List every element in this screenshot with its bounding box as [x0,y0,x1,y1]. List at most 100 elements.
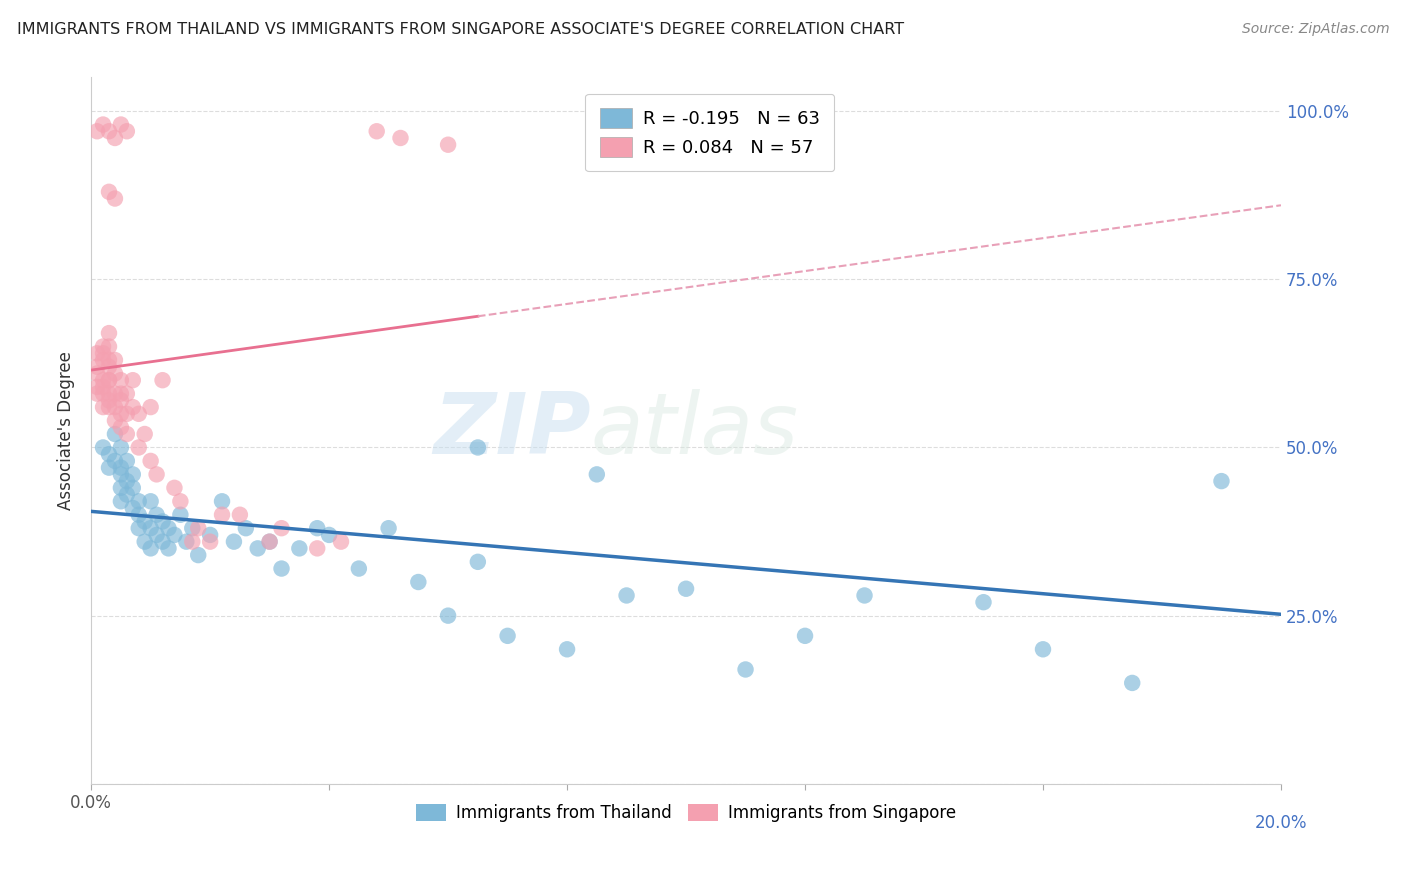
Point [98,373,121,387]
Point [91,340,114,354]
Point [110,373,132,387]
Point [91,441,114,455]
Point [98,359,121,374]
Point [259,534,281,549]
Point [128,508,150,522]
Point [104,353,127,368]
Point [555,642,578,657]
Text: ZIP: ZIP [433,389,591,472]
Point [86,386,108,401]
Point [98,326,121,340]
Point [853,589,876,603]
Point [616,589,638,603]
Point [307,521,329,535]
Point [152,515,174,529]
Legend: Immigrants from Thailand, Immigrants from Singapore: Immigrants from Thailand, Immigrants fro… [409,797,963,829]
Point [104,367,127,381]
Point [110,494,132,508]
Point [115,474,138,488]
Point [211,508,233,522]
Point [229,508,252,522]
Point [110,441,132,455]
Point [330,534,353,549]
Point [115,454,138,468]
Point [134,515,156,529]
Point [585,467,607,482]
Point [115,487,138,501]
Point [187,521,209,535]
Point [467,441,489,455]
Point [104,413,127,427]
Point [973,595,995,609]
Point [235,521,257,535]
Point [198,534,221,549]
Point [157,521,180,535]
Point [86,124,108,138]
Point [91,353,114,368]
Point [152,534,174,549]
Point [163,528,186,542]
Point [347,561,370,575]
Point [675,582,697,596]
Point [389,131,412,145]
Point [1032,642,1054,657]
Point [318,528,340,542]
Point [98,460,121,475]
Point [152,373,174,387]
Point [288,541,311,556]
Point [377,521,399,535]
Point [270,521,292,535]
Point [1211,474,1233,488]
Point [437,608,460,623]
Text: IMMIGRANTS FROM THAILAND VS IMMIGRANTS FROM SINGAPORE ASSOCIATE'S DEGREE CORRELA: IMMIGRANTS FROM THAILAND VS IMMIGRANTS F… [17,22,904,37]
Point [270,561,292,575]
Point [104,192,127,206]
Point [496,629,519,643]
Point [139,454,162,468]
Point [110,118,132,132]
Point [91,400,114,414]
Point [110,481,132,495]
Point [86,380,108,394]
Y-axis label: Associate's Degree: Associate's Degree [58,351,75,510]
Point [86,359,108,374]
Point [104,427,127,442]
Point [139,521,162,535]
Point [121,467,143,482]
Point [110,460,132,475]
Point [91,118,114,132]
Point [98,393,121,408]
Point [110,467,132,482]
Point [104,386,127,401]
Point [176,534,198,549]
Point [91,346,114,360]
Point [181,521,204,535]
Text: Source: ZipAtlas.com: Source: ZipAtlas.com [1241,22,1389,37]
Point [408,574,430,589]
Point [134,534,156,549]
Point [110,393,132,408]
Point [115,427,138,442]
Point [145,528,167,542]
Point [98,124,121,138]
Point [139,541,162,556]
Point [115,407,138,421]
Point [98,400,121,414]
Point [128,521,150,535]
Point [86,367,108,381]
Text: atlas: atlas [591,389,799,472]
Text: 20.0%: 20.0% [1254,814,1308,832]
Point [98,386,121,401]
Point [91,380,114,394]
Point [259,534,281,549]
Point [115,124,138,138]
Point [734,663,756,677]
Point [98,185,121,199]
Point [163,481,186,495]
Point [211,494,233,508]
Point [115,386,138,401]
Point [246,541,269,556]
Point [794,629,817,643]
Point [307,541,329,556]
Point [121,481,143,495]
